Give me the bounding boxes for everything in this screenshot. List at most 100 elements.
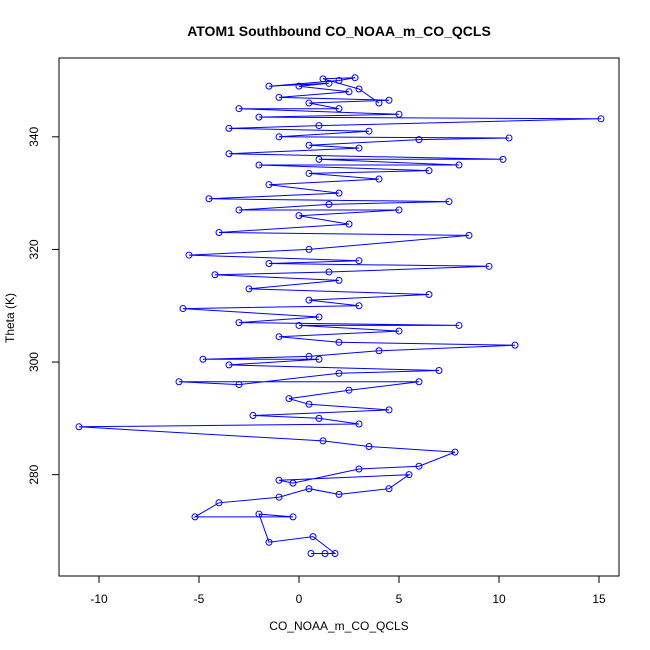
data-point [355, 257, 363, 265]
data-point [225, 361, 233, 369]
data-point [295, 82, 303, 90]
data-point [305, 400, 313, 408]
data-point [325, 268, 333, 276]
data-point [255, 510, 263, 518]
data-point [415, 136, 423, 144]
data-point [309, 533, 317, 541]
data-point [335, 490, 343, 498]
chart-title: ATOM1 Southbound CO_NOAA_m_CO_QCLS [187, 23, 491, 39]
data-point [597, 115, 605, 123]
data-point [435, 366, 443, 374]
data-point [215, 499, 223, 507]
data-point [355, 302, 363, 310]
x-tick-label: -10 [90, 592, 108, 606]
data-point [75, 423, 83, 431]
x-tick-label: -5 [194, 592, 205, 606]
data-point [285, 395, 293, 403]
data-point [275, 333, 283, 341]
data-point [385, 406, 393, 414]
data-point [375, 175, 383, 183]
data-point [365, 127, 373, 135]
data-point [345, 88, 353, 96]
data-point [265, 538, 273, 546]
data-point [305, 352, 313, 360]
data-point [289, 479, 297, 487]
data-point [385, 485, 393, 493]
data-point [405, 471, 413, 479]
data-point [265, 82, 273, 90]
data-point [315, 313, 323, 321]
data-point [425, 290, 433, 298]
data-point [225, 124, 233, 132]
y-tick-label: 280 [27, 464, 41, 484]
data-point [445, 198, 453, 206]
data-point [275, 493, 283, 501]
data-point [335, 77, 343, 85]
x-tick-label: 0 [296, 592, 303, 606]
data-point [255, 113, 263, 121]
data-point [215, 229, 223, 237]
data-point [331, 549, 339, 557]
y-tick-label: 340 [27, 126, 41, 146]
data-point [465, 231, 473, 239]
x-tick-label: 5 [396, 592, 403, 606]
data-point [199, 355, 207, 363]
data-point [275, 133, 283, 141]
data-point [265, 181, 273, 189]
data-point [315, 122, 323, 130]
data-point [355, 465, 363, 473]
y-axis-label: Theta (K) [3, 293, 17, 343]
data-point [395, 110, 403, 118]
data-point [335, 276, 343, 284]
data-point [395, 206, 403, 214]
data-point [345, 386, 353, 394]
data-point [315, 155, 323, 163]
data-point [345, 220, 353, 228]
series-line [78, 77, 602, 554]
data-point [289, 513, 297, 521]
data-point [305, 169, 313, 177]
data-point [451, 448, 459, 456]
data-point [235, 206, 243, 214]
data-point [249, 412, 257, 420]
y-tick-label: 300 [27, 352, 41, 372]
data-point [265, 260, 273, 268]
data-point [275, 93, 283, 101]
data-point [335, 338, 343, 346]
x-tick-label: 15 [592, 592, 606, 606]
data-point [275, 476, 283, 484]
data-point [305, 296, 313, 304]
data-point [325, 79, 333, 87]
series-layer [75, 74, 605, 557]
data-point [375, 347, 383, 355]
data-point [307, 549, 315, 557]
data-point [245, 285, 253, 293]
data-point [315, 355, 323, 363]
data-point [415, 462, 423, 470]
x-axis-label: CO_NOAA_m_CO_QCLS [269, 619, 408, 633]
data-point [455, 161, 463, 169]
data-point [395, 327, 403, 335]
y-axis: 280 300 320 340 [27, 126, 60, 485]
data-point [175, 378, 183, 386]
data-point [375, 99, 383, 107]
data-point [425, 167, 433, 175]
x-tick-label: 10 [492, 592, 506, 606]
data-point [325, 200, 333, 208]
data-point [505, 134, 513, 142]
y-tick-label: 320 [27, 239, 41, 259]
data-point [385, 96, 393, 104]
data-point [455, 321, 463, 329]
data-point [305, 485, 313, 493]
data-point [499, 155, 507, 163]
data-point [235, 319, 243, 327]
data-point [205, 195, 213, 203]
data-point [335, 369, 343, 377]
data-point [185, 251, 193, 259]
data-point [335, 105, 343, 113]
data-point [315, 414, 323, 422]
data-point [335, 189, 343, 197]
data-point [511, 341, 519, 349]
data-point [225, 150, 233, 158]
